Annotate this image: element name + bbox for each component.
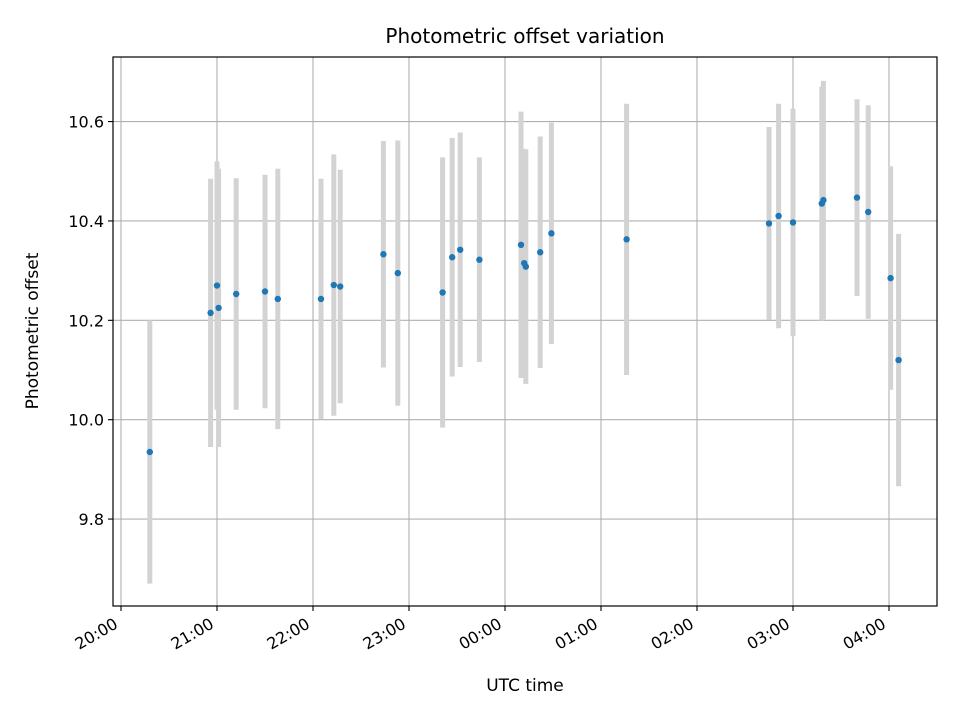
data-point — [537, 249, 544, 256]
x-tick-label: 23:00 — [360, 614, 409, 654]
data-point — [853, 194, 861, 201]
data-point — [207, 309, 214, 317]
data-point — [439, 289, 446, 296]
x-tick-label: 01:00 — [552, 614, 601, 654]
y-tick-label: 9.8 — [79, 510, 104, 529]
data-points — [146, 194, 902, 456]
data-point — [895, 356, 902, 364]
data-point — [887, 274, 894, 282]
data-point — [215, 304, 222, 312]
x-tick-label: 02:00 — [648, 614, 697, 654]
data-point — [457, 246, 464, 253]
x-tick-label: 20:00 — [72, 614, 121, 654]
data-point — [274, 295, 281, 303]
data-point — [865, 208, 872, 216]
data-point — [522, 263, 529, 270]
data-point — [337, 283, 344, 290]
data-point — [449, 254, 456, 261]
x-tick-label: 21:00 — [168, 614, 217, 654]
data-point — [394, 269, 401, 277]
chart-title: Photometric offset variation — [385, 24, 664, 48]
data-point — [317, 295, 325, 303]
y-tick-label: 10.2 — [68, 311, 104, 330]
data-point — [330, 281, 337, 289]
x-tick-label: 00:00 — [456, 614, 505, 654]
data-point — [233, 290, 240, 298]
data-point — [623, 236, 630, 243]
x-axis-ticks: 20:00 21:00 22:00 23:00 00:00 01:00 02:00 03:00… — [72, 606, 890, 654]
data-point — [765, 220, 773, 227]
y-tick-label: 10.0 — [68, 411, 104, 430]
y-tick-label: 10.4 — [68, 212, 104, 231]
y-axis-label: Photometric offset — [23, 252, 43, 409]
data-point — [380, 251, 387, 258]
x-tick-label: 03:00 — [744, 614, 793, 654]
data-point — [146, 448, 153, 456]
data-point — [775, 212, 782, 220]
y-axis-ticks: 9.8 10.0 10.2 10.4 10.6 — [68, 113, 113, 529]
data-point — [789, 219, 797, 226]
data-point — [261, 288, 269, 295]
data-point — [517, 241, 525, 249]
x-axis-label: UTC time — [486, 676, 564, 696]
data-point — [476, 256, 483, 263]
data-point — [213, 282, 221, 289]
y-tick-label: 10.6 — [68, 113, 104, 132]
x-tick-label: 22:00 — [264, 614, 313, 654]
data-point — [820, 196, 827, 204]
x-tick-label: 04:00 — [840, 614, 889, 654]
data-point — [548, 230, 555, 237]
plot-frame — [112, 56, 938, 607]
